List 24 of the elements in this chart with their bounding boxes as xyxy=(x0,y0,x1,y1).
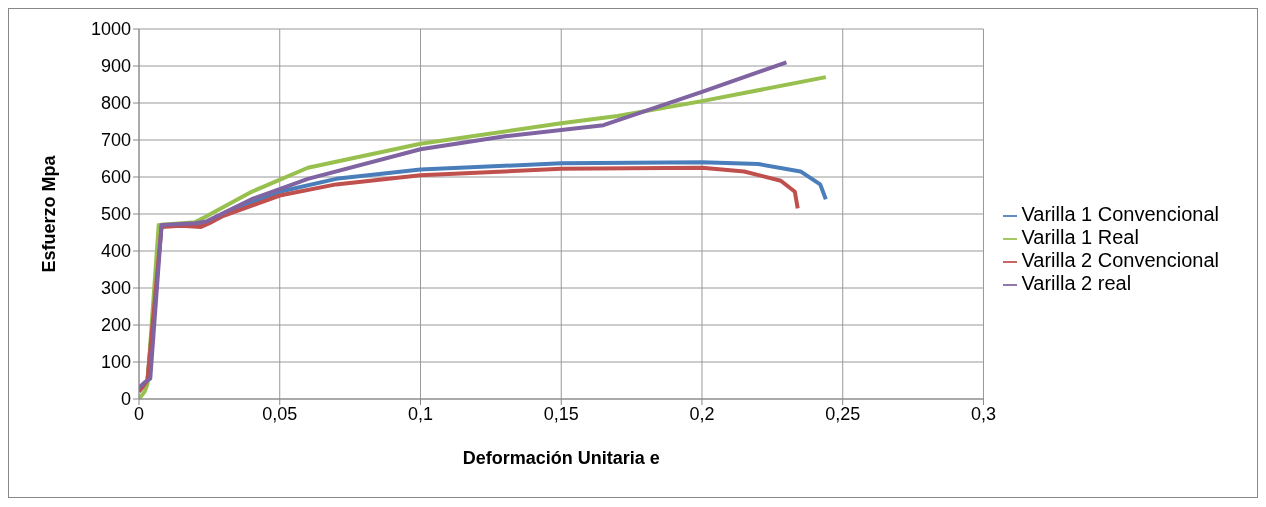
y-tick-label: 800 xyxy=(100,93,131,114)
y-tick-label: 0 xyxy=(120,389,131,410)
x-tick-label: 0,15 xyxy=(543,403,579,424)
legend-label: Varilla 1 Real xyxy=(1021,226,1139,248)
y-tick-label: 500 xyxy=(100,204,131,225)
legend-label: Varilla 2 real xyxy=(1021,272,1132,294)
x-axis-title: Deformación Unitaria e xyxy=(462,448,660,468)
y-tick-label: 1000 xyxy=(90,19,131,40)
y-tick-label: 100 xyxy=(100,352,131,373)
x-tick-label: 0,1 xyxy=(407,403,434,424)
y-tick-label: 700 xyxy=(100,130,131,151)
y-axis-title: Esfuerzo Mpa xyxy=(39,154,60,273)
y-tick-label: 400 xyxy=(100,241,131,262)
x-tick-label: 0,2 xyxy=(689,403,715,424)
legend-label: Varilla 2 Convencional xyxy=(1021,249,1219,271)
y-tick-label: 300 xyxy=(100,278,131,299)
y-tick-label: 900 xyxy=(100,56,131,77)
legend-label: Varilla 1 Convencional xyxy=(1021,203,1219,225)
x-tick-label: 0,25 xyxy=(825,403,861,424)
y-tick-label: 200 xyxy=(100,315,131,336)
x-tick-label: 0,05 xyxy=(262,403,298,424)
x-tick-label: 0 xyxy=(133,403,145,424)
y-tick-label: 600 xyxy=(100,167,131,188)
x-tick-label: 0,3 xyxy=(970,403,996,424)
